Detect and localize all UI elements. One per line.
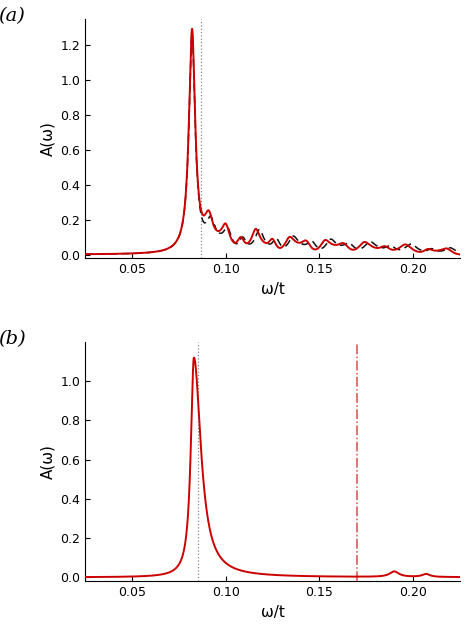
Text: (a): (a)	[0, 7, 26, 25]
X-axis label: ω/t: ω/t	[261, 281, 284, 296]
Text: (b): (b)	[0, 330, 26, 348]
Y-axis label: A(ω): A(ω)	[40, 121, 55, 156]
Y-axis label: A(ω): A(ω)	[40, 444, 55, 479]
X-axis label: ω/t: ω/t	[261, 604, 284, 619]
